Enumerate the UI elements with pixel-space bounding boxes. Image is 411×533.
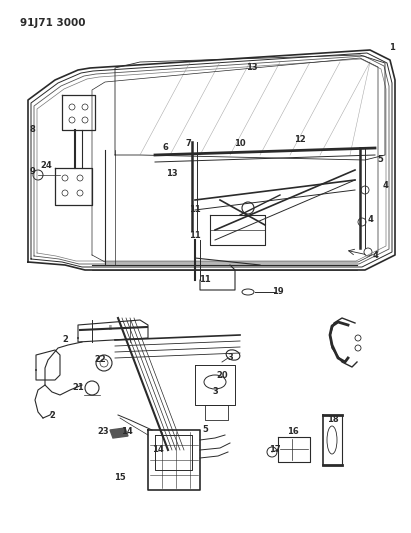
Text: 5: 5 [202, 425, 208, 434]
Text: 91J71 3000: 91J71 3000 [20, 18, 85, 28]
Text: 19: 19 [272, 287, 284, 296]
Text: 11: 11 [199, 276, 211, 285]
Text: II: II [108, 325, 112, 331]
Text: 24: 24 [40, 160, 52, 169]
Text: 18: 18 [327, 416, 339, 424]
Text: 14: 14 [152, 446, 164, 455]
Text: 23: 23 [97, 427, 109, 437]
Text: 10: 10 [234, 139, 246, 148]
Text: 17: 17 [269, 446, 281, 455]
Text: 8: 8 [29, 125, 35, 134]
Text: 16: 16 [287, 427, 299, 437]
Text: 5: 5 [377, 156, 383, 165]
Text: 4: 4 [372, 251, 378, 260]
Text: 15: 15 [114, 473, 126, 482]
Text: 22: 22 [94, 356, 106, 365]
Text: 6: 6 [162, 143, 168, 152]
Text: 13: 13 [246, 63, 258, 72]
Text: 1: 1 [389, 44, 395, 52]
Text: 3: 3 [227, 353, 233, 362]
Text: 21: 21 [72, 384, 84, 392]
Text: 4: 4 [367, 215, 373, 224]
Polygon shape [110, 428, 128, 438]
Text: 14: 14 [121, 427, 133, 437]
Text: 4: 4 [382, 181, 388, 190]
Text: 7: 7 [185, 140, 191, 149]
Text: 13: 13 [166, 168, 178, 177]
Text: 12: 12 [294, 135, 306, 144]
Text: 20: 20 [216, 370, 228, 379]
Text: 2: 2 [49, 410, 55, 419]
Text: 9: 9 [29, 167, 35, 176]
Text: 11: 11 [189, 230, 201, 239]
Text: 11: 11 [189, 206, 201, 214]
Text: 2: 2 [62, 335, 68, 344]
Text: 3: 3 [212, 387, 218, 397]
